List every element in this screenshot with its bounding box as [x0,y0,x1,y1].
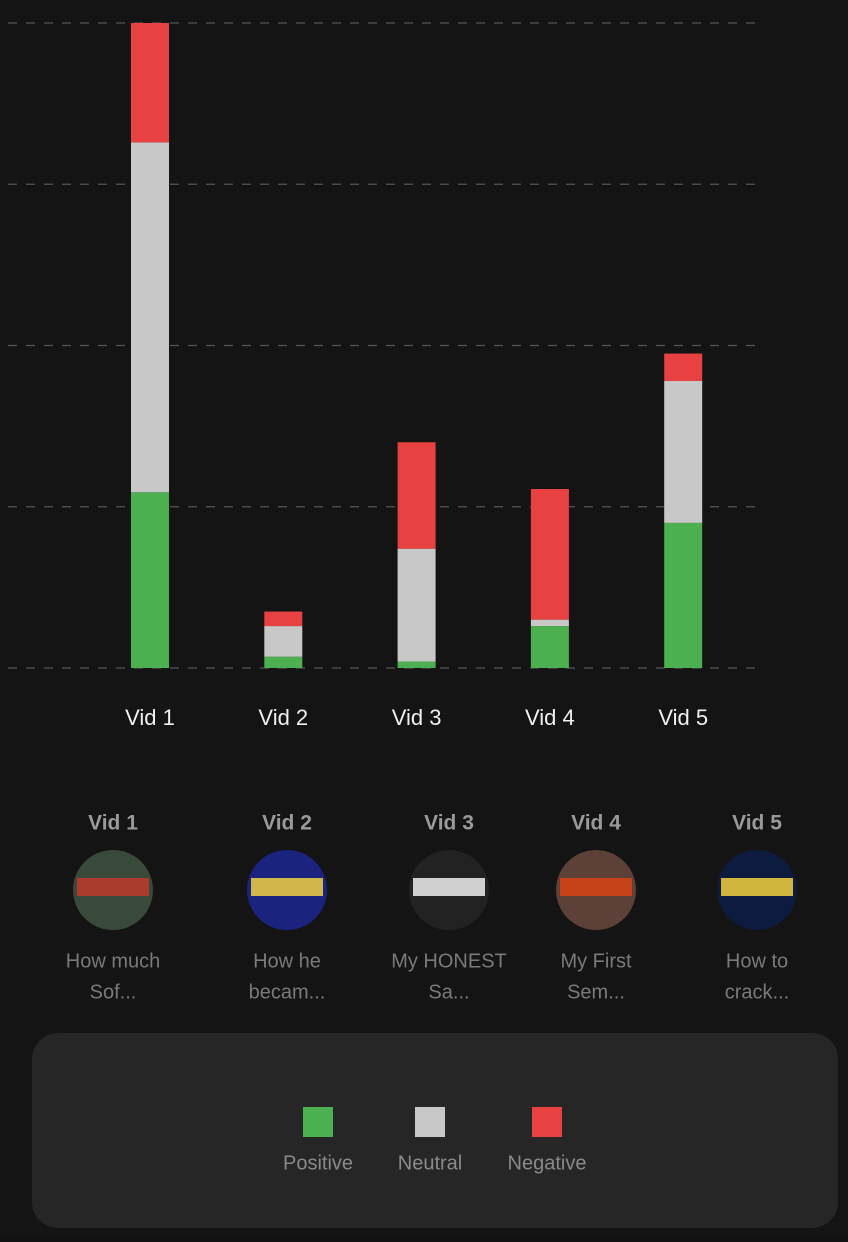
bar-segment [664,523,702,668]
bar-segment [264,626,302,657]
x-tick-label: Vid 2 [258,705,308,730]
bar-segment [531,626,569,668]
x-tick-label: Vid 1 [125,705,175,730]
video-title: becam... [249,981,326,1003]
video-thumbnail-band [413,878,485,896]
x-tick-label: Vid 4 [525,705,575,730]
bar-segment [131,492,169,668]
video-title: Sem... [567,981,625,1003]
video-label: Vid 5 [732,812,782,835]
bar-segment [531,489,569,620]
video-thumbnail-band [721,878,793,896]
x-tick-label: Vid 3 [392,705,442,730]
page: Vid 1 Vid 2 Vid 3 Vid 4 Vid 5 Vid 1 How much So… [0,0,848,1242]
bar-segment [398,442,436,548]
video-title: How much [66,950,160,972]
video-label: Vid 1 [88,812,138,835]
screen: Vid 1 Vid 2 Vid 3 Vid 4 Vid 5 Vid 1 How much So… [0,0,848,1237]
x-tick-label: Vid 5 [658,705,708,730]
video-title: Sa... [428,981,469,1003]
video-title: My First [560,950,632,972]
legend-label: Negative [508,1152,587,1174]
bar-segment [131,23,169,142]
bar-segment [264,657,302,668]
video-title: How to [726,950,788,972]
video-thumbnail-band [77,878,149,896]
legend-swatch [415,1107,445,1137]
video-thumbnail-band [560,878,632,896]
legend-swatch [303,1107,333,1137]
video-label: Vid 3 [424,812,474,835]
bar-segment [531,620,569,626]
bar-segment [664,354,702,381]
bar-segment [398,549,436,662]
bar-segment [131,142,169,492]
video-label: Vid 2 [262,812,312,835]
bar-segment [398,662,436,668]
video-title: crack... [725,981,789,1003]
video-label: Vid 4 [571,812,621,835]
legend-label: Neutral [398,1152,462,1174]
bar-segment [664,381,702,523]
legend-swatch [532,1107,562,1137]
bar-segment [264,612,302,627]
video-title: My HONEST [391,950,507,972]
video-title: Sof... [90,981,137,1003]
legend-label: Positive [283,1152,353,1174]
video-title: How he [253,950,321,972]
video-thumbnail-band [251,878,323,896]
